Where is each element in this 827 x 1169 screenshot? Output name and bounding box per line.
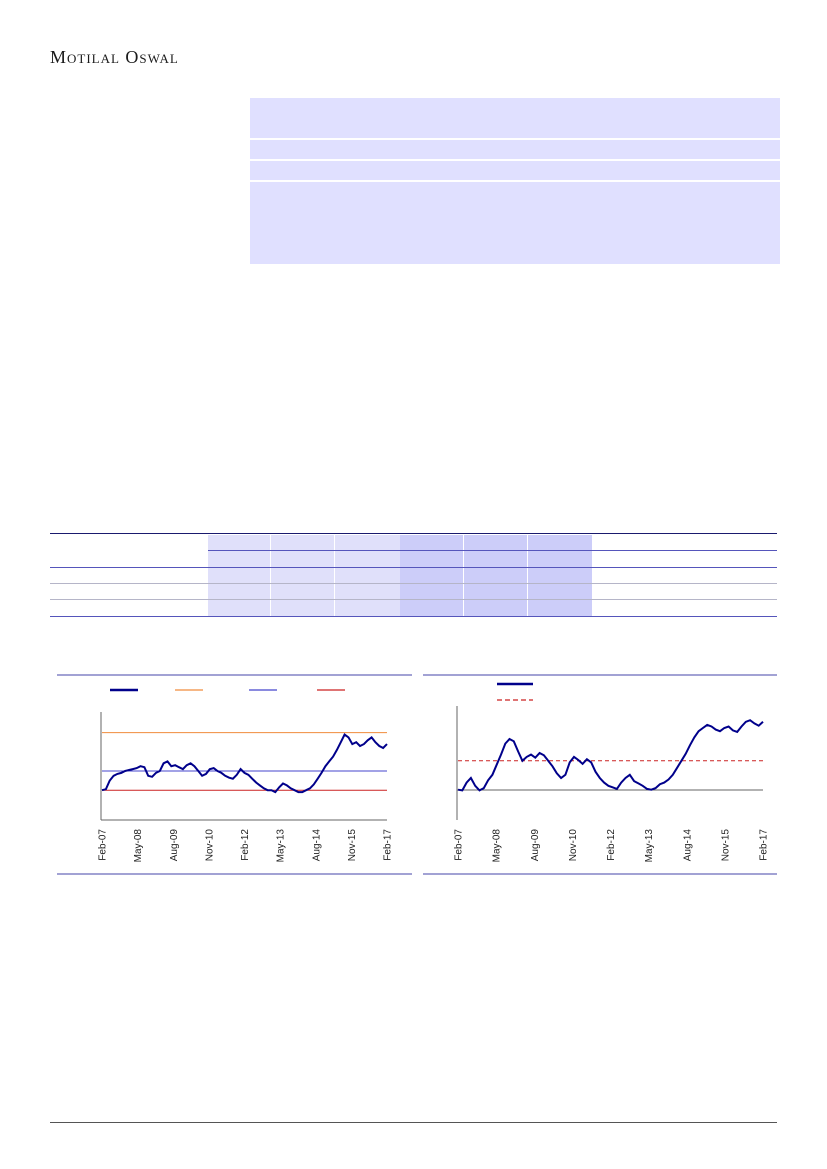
x-tick-label: May-13 [644,829,655,863]
series-line [457,719,764,792]
x-tick-label: Nov-10 [204,829,215,862]
x-tick-label: May-13 [276,829,287,863]
x-tick-label: Feb-07 [98,829,109,861]
x-tick-label: Aug-09 [169,829,180,862]
x-tick-label: Feb-17 [759,829,770,861]
summary-divider [250,180,780,182]
brand-logo: Motilal Oswal [50,47,179,67]
table-header-rule [50,567,777,568]
x-tick-label: Nov-15 [347,829,358,862]
x-tick-label: Aug-14 [682,829,693,862]
table-subheader-rule [208,550,777,551]
summary-divider [250,138,780,140]
table-top-rule [50,533,777,534]
x-tick-label: Feb-17 [383,829,394,861]
series-line [101,732,388,794]
valuation-table [50,533,777,617]
chart-left: Feb-07 May-08 Aug-09 Nov-10 Feb-12 May-13 Aug-… [57,674,412,875]
x-tick-label: May-08 [492,829,503,863]
x-tick-label: Aug-14 [311,829,322,862]
table-band-light [208,535,400,617]
x-tick-label: Feb-07 [454,829,465,861]
x-tick-label: Nov-10 [568,829,579,862]
summary-divider [250,159,780,161]
table-row-rule [50,599,777,600]
summary-box [250,98,780,264]
table-col-divider [334,535,335,617]
table-col-divider [463,535,464,617]
x-tick-label: May-08 [133,829,144,863]
x-tick-label: Feb-12 [606,829,617,861]
footer-rule [50,1122,777,1123]
x-tick-label: Feb-12 [240,829,251,861]
table-col-divider [527,535,528,617]
chart-right: Feb-07 May-08 Aug-09 Nov-10 Feb-12 May-13 Aug-… [423,674,777,875]
x-tick-label: Nov-15 [720,829,731,862]
table-band-dark [400,535,592,617]
table-row-rule [50,583,777,584]
table-col-divider [270,535,271,617]
x-tick-label: Aug-09 [530,829,541,862]
table-bottom-rule [50,616,777,617]
